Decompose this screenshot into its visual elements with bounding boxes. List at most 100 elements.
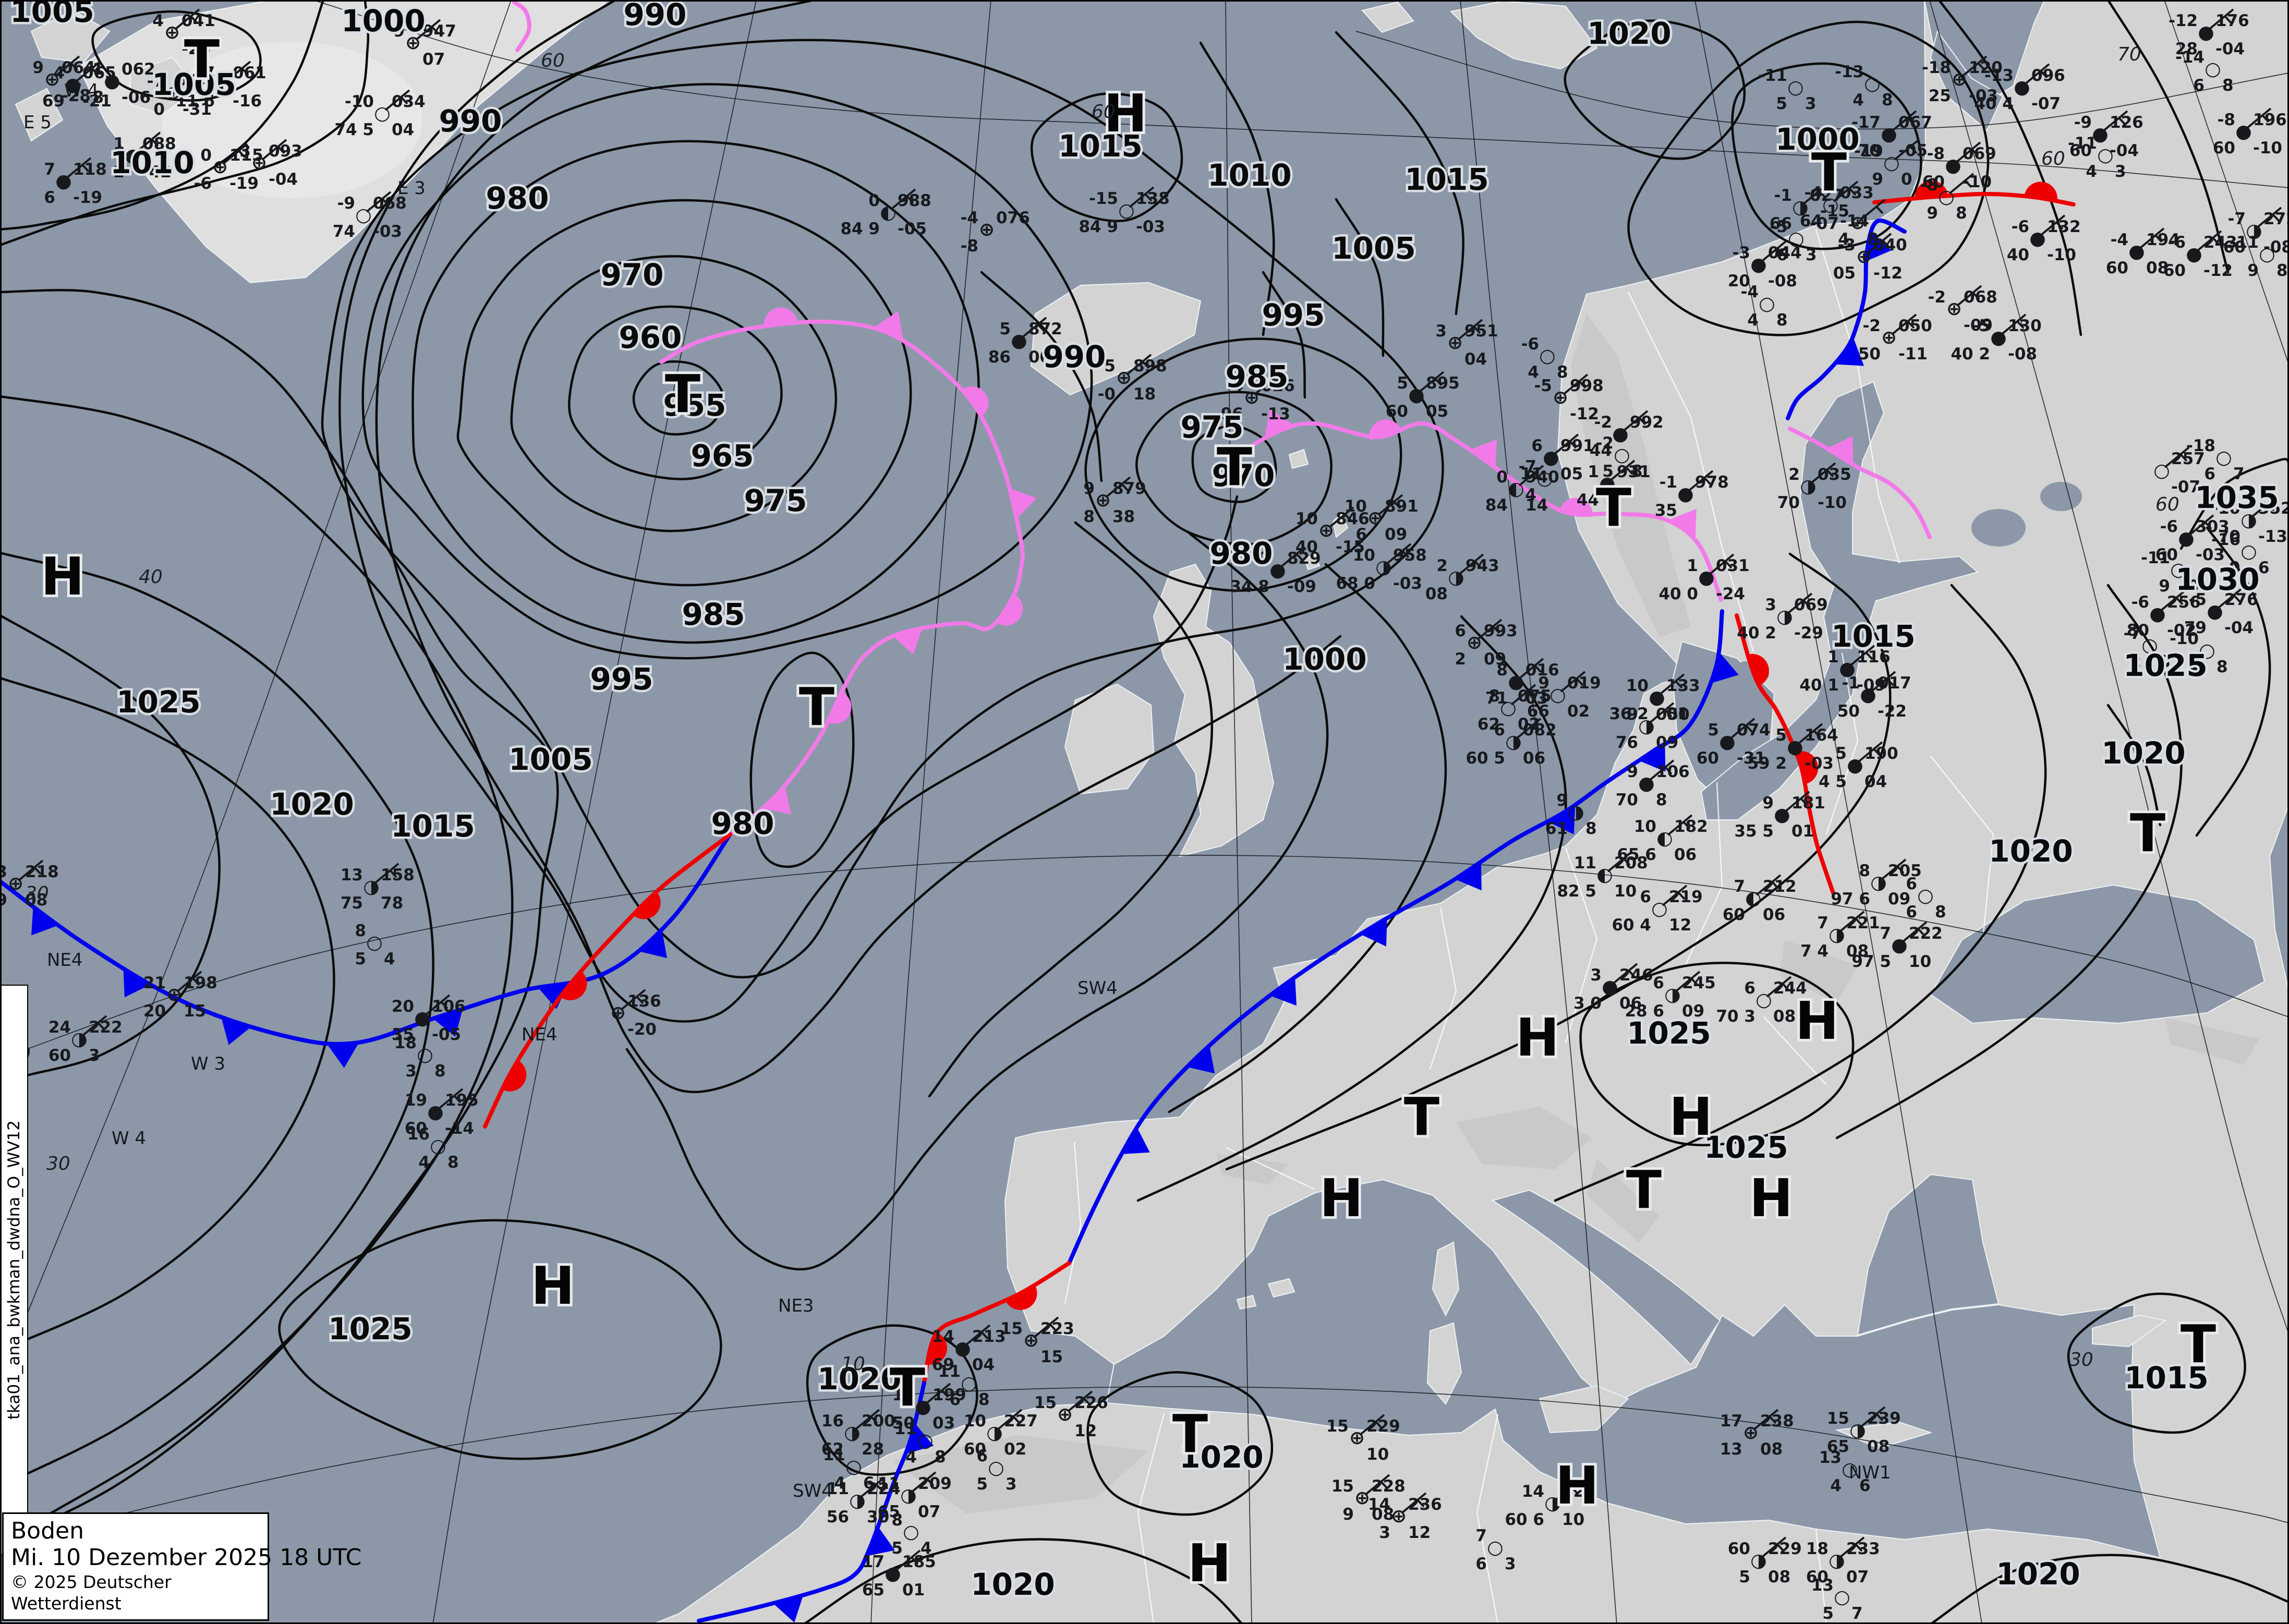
station-symbol: ●: [2014, 77, 2030, 98]
station-value: -19: [1854, 142, 1883, 161]
front-symbol-semi: [926, 1331, 948, 1365]
station-value: -03: [1393, 574, 1422, 593]
station-value: 138: [1136, 189, 1170, 208]
station-value: 221: [1846, 914, 1880, 932]
station-symbol: ●: [1543, 447, 1559, 468]
station-plot: ⊕17 238 13 08: [1720, 1409, 1794, 1459]
station-value: 60: [1728, 1540, 1750, 1558]
station-value: -11: [2068, 134, 2097, 153]
wind-barb: [175, 69, 201, 91]
station-value: -14: [1840, 212, 1869, 231]
front-symbol-semi: [560, 971, 587, 1000]
low-center-label: T: [1404, 1086, 1439, 1147]
station-value: 9: [2247, 261, 2259, 280]
station-plot: ○-2 5 8: [1596, 434, 1643, 481]
station-value: 3: [1805, 94, 1816, 113]
station-value: 096: [2031, 66, 2065, 85]
isobar: [321, 39, 1444, 979]
station-value: -9: [2074, 113, 2092, 132]
wind-barb: [1067, 1390, 1093, 1412]
sea-area-wind-label: NE4: [522, 1024, 558, 1045]
station-value: 11: [827, 1480, 849, 1498]
sea-adriatic: [1491, 1189, 1721, 1366]
station-plot: ○-13 4 8: [1835, 63, 1893, 110]
station-value: 24: [49, 1018, 71, 1037]
station-value: 6: [949, 1390, 961, 1409]
front-symbol-tri: [1826, 436, 1854, 465]
station-plot: ○-18 6 7: [2186, 437, 2245, 483]
station-value: 12: [1408, 1523, 1431, 1542]
station-value: -12: [1570, 405, 1599, 423]
station-value: 0: [868, 191, 880, 210]
station-value: 7 4: [1800, 942, 1828, 961]
station-value: 239: [1867, 1409, 1901, 1428]
station-value: -04: [2215, 40, 2245, 58]
station-plot: ●20 106 35 -05: [392, 994, 466, 1044]
station-value: 1: [113, 135, 125, 153]
station-symbol: ⊕: [1850, 212, 1866, 234]
front-occluded: [1788, 427, 1932, 539]
mountains-alps: [1456, 1107, 1592, 1169]
station-value: -10: [2253, 139, 2282, 157]
station-symbol: ◑: [1870, 872, 1886, 893]
wind-barb: [1833, 180, 1859, 202]
front-symbol-tri: [1548, 806, 1576, 834]
station-value: 84: [1485, 496, 1508, 515]
wind-barb: [1129, 186, 1155, 208]
station-value: 4: [834, 1474, 845, 1493]
pressure-label: 990: [439, 103, 502, 139]
station-value: 074: [1737, 721, 1771, 740]
station-value: 229: [1366, 1417, 1400, 1436]
station-plot: ◑16 200 62 28: [821, 1409, 895, 1459]
station-value: 10: [1562, 1510, 1584, 1529]
station-symbol: ⊕: [1318, 520, 1334, 541]
station-plot: ⊕15 226 12: [1034, 1390, 1108, 1440]
station-value: -15: [1089, 189, 1118, 208]
station-plot: ⊕23 218 19 08: [0, 859, 59, 910]
wind-barb: [1860, 199, 1886, 221]
wind-barb: [373, 863, 399, 884]
station-value: 118: [73, 160, 107, 179]
med-islands: [1236, 1241, 2167, 1449]
front-symbol-tri: [31, 906, 58, 936]
station-value: -26: [181, 40, 211, 58]
station-symbol: ●: [915, 1396, 931, 1417]
station-value: 12: [892, 1386, 915, 1404]
station-value: 8: [1557, 363, 1568, 382]
station-plot: ●5 164 59 2 -03: [1747, 723, 1838, 773]
station-value: 229: [1768, 1540, 1802, 1558]
station-plot: ○-10 4 8: [2170, 629, 2228, 676]
station-plot: ⊕15 223 15: [1000, 1316, 1074, 1366]
station-symbol: ⊕: [405, 32, 421, 54]
station-value: 9: [393, 22, 405, 41]
station-value: 872: [1028, 320, 1062, 338]
station-value: -1: [1842, 674, 1860, 693]
island-sicily: [1539, 1385, 1629, 1434]
station-plot: ◑13 158 75 78: [341, 863, 415, 913]
station-plot: ⊕-15 4 8: [1820, 199, 1886, 249]
graticule-line: [2164, 0, 2289, 366]
pressure-label: 1010: [1207, 157, 1291, 193]
wind-barb: [2164, 446, 2190, 468]
wind-barb: [1860, 1406, 1886, 1428]
station-plot: ⊕0 115 -6 -19: [194, 143, 263, 193]
station-symbol: ◑: [1828, 1550, 1845, 1571]
isobar: [1835, 584, 2183, 1140]
station-value: 988: [898, 191, 931, 210]
station-value: 9: [1538, 674, 1549, 693]
station-value: 15: [1326, 1417, 1349, 1436]
station-plot: ◑60 229 5 08: [1728, 1536, 1802, 1586]
low-center-label: T: [1811, 142, 1847, 203]
station-value: 7: [2233, 465, 2245, 483]
station-symbol: ◑: [71, 1028, 87, 1050]
station-plot: ○6 219 60 4 12: [1612, 884, 1703, 935]
copyright: © 2025 Deutscher Wetterdienst: [11, 1571, 172, 1614]
sea-caspian: [2269, 804, 2289, 992]
station-value: 18: [1133, 385, 1156, 404]
station-value: -05: [432, 1025, 461, 1044]
station-value: -21: [82, 92, 112, 111]
station-value: 4: [1528, 363, 1539, 382]
